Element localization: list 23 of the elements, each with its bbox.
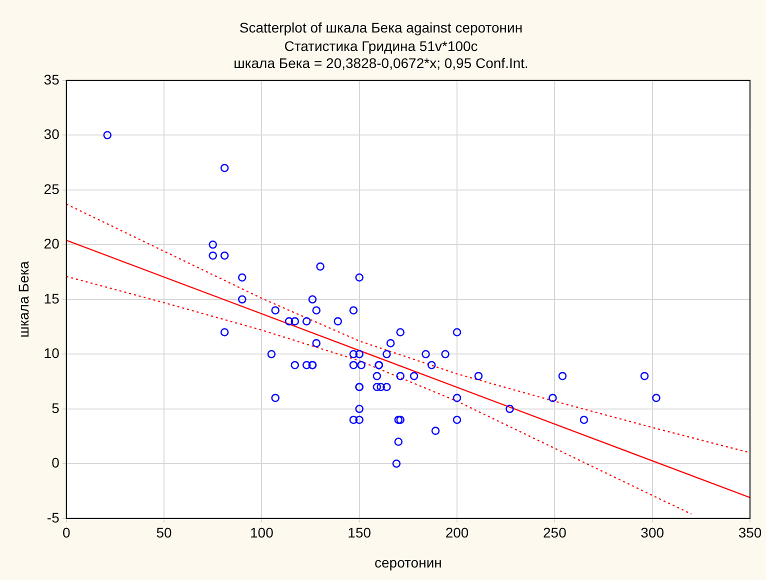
- y-tick-label: 0: [52, 454, 60, 471]
- line-series: [66, 276, 692, 515]
- x-tick-label: 150: [348, 524, 372, 541]
- x-tick-label: 250: [543, 524, 567, 541]
- y-tick-label: 20: [44, 236, 60, 252]
- x-axis-title: серотонин: [374, 554, 442, 570]
- y-tick-label: 5: [52, 400, 60, 416]
- y-tick-label: 10: [44, 345, 60, 362]
- y-axis-title: шкала Бека: [15, 260, 32, 338]
- chart-title: Scatterplot of шкала Бека against серотонин: [239, 19, 523, 36]
- y-tick-label: 35: [44, 71, 60, 88]
- y-tick-label: 25: [44, 180, 60, 197]
- x-tick-label: 100: [250, 524, 274, 541]
- x-tick-label: 0: [62, 524, 70, 541]
- y-tick-label: 15: [44, 290, 60, 306]
- x-tick-label: 50: [156, 524, 172, 541]
- x-tick-label: 200: [445, 524, 469, 541]
- text: шкала Бека = 20,3828-0,0672*x; 0,95 Conf.Int.: [234, 54, 528, 71]
- x-tick-label: 300: [640, 524, 664, 541]
- x-tick-label: 350: [738, 524, 762, 541]
- y-tick-label: 30: [44, 126, 60, 142]
- chart-subtitle: Статистика Гридина 51v*100c: [284, 38, 478, 54]
- y-tick-label: -5: [46, 509, 60, 526]
